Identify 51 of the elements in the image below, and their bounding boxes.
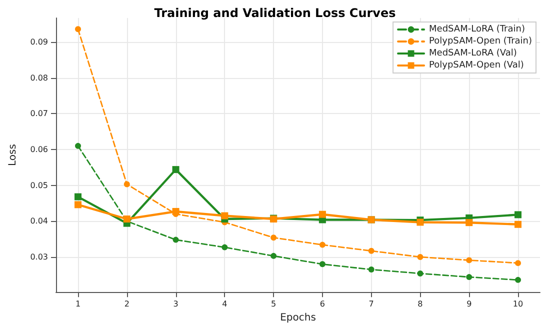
point <box>514 220 522 228</box>
x-tick-label: 6 <box>320 300 325 309</box>
point <box>515 260 521 266</box>
point <box>270 252 277 259</box>
x-tick-label: 1 <box>75 300 81 309</box>
y-tick-label: 0.04 <box>30 216 48 226</box>
y-axis-title: Loss <box>8 144 18 166</box>
point <box>74 193 82 200</box>
x-tick-label: 3 <box>173 300 178 309</box>
x-tick-label: 10 <box>512 300 524 309</box>
x-tick-label: 4 <box>222 300 228 309</box>
point <box>515 276 521 283</box>
y-tick-label: 0.09 <box>30 38 48 47</box>
legend-label: PolypSAM-Open (Train) <box>429 36 532 46</box>
legend-label: PolypSAM-Open (Val) <box>429 60 524 70</box>
point <box>514 211 522 218</box>
point <box>466 257 472 264</box>
point <box>318 210 326 218</box>
legend-label: MedSAM-LoRA (Train) <box>429 24 525 34</box>
point <box>319 261 326 268</box>
chart-title: Training and Validation Loss Curves <box>154 6 396 20</box>
point <box>222 244 228 250</box>
point <box>466 219 473 226</box>
point <box>172 236 179 243</box>
point <box>74 201 82 208</box>
y-tick-label: 0.05 <box>30 180 48 190</box>
point <box>466 274 472 280</box>
x-tick-label: 8 <box>418 300 423 309</box>
point <box>172 208 180 215</box>
point <box>368 266 374 273</box>
point <box>123 216 130 223</box>
point <box>368 248 374 254</box>
x-tick-label: 7 <box>368 300 374 309</box>
y-tick-label: 0.06 <box>30 144 48 154</box>
point <box>417 270 424 276</box>
point <box>75 142 81 149</box>
point <box>221 212 228 220</box>
y-tick-label: 0.07 <box>30 109 48 118</box>
x-tick-label: 2 <box>124 300 130 309</box>
y-tick-label: 0.03 <box>30 252 48 262</box>
point <box>270 234 277 241</box>
x-tick-label: 5 <box>271 300 276 309</box>
point <box>172 166 180 174</box>
legend-label: MedSAM-LoRA (Val) <box>429 48 517 58</box>
y-tick-label: 0.08 <box>30 73 48 82</box>
point <box>417 254 424 260</box>
x-axis-title: Epochs <box>280 312 316 324</box>
point <box>124 181 130 188</box>
point <box>319 242 326 248</box>
x-tick-label: 9 <box>466 300 472 309</box>
point <box>75 26 81 32</box>
